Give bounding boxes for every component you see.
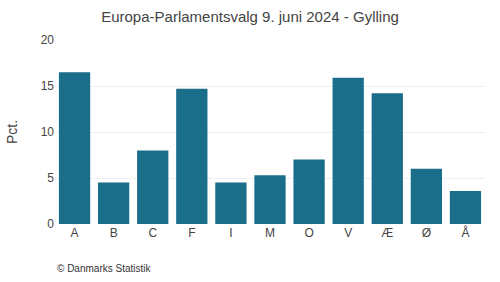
- svg-text:B: B: [110, 226, 118, 240]
- svg-text:20: 20: [41, 33, 55, 47]
- svg-text:Ø: Ø: [422, 226, 431, 240]
- svg-text:Å: Å: [461, 225, 469, 240]
- svg-text:5: 5: [47, 171, 54, 185]
- svg-text:V: V: [344, 226, 352, 240]
- svg-text:Æ: Æ: [381, 226, 393, 240]
- svg-text:0: 0: [47, 217, 54, 231]
- svg-text:O: O: [304, 226, 313, 240]
- svg-text:F: F: [188, 226, 195, 240]
- svg-text:Pct.: Pct.: [4, 120, 20, 144]
- svg-text:C: C: [148, 226, 157, 240]
- svg-text:Europa-Parlamentsvalg 9. juni: Europa-Parlamentsvalg 9. juni 2024 - Gyl…: [101, 8, 399, 25]
- svg-text:I: I: [229, 226, 232, 240]
- svg-text:© Danmarks Statistik: © Danmarks Statistik: [57, 263, 152, 274]
- svg-text:15: 15: [41, 79, 55, 93]
- svg-text:A: A: [71, 226, 79, 240]
- svg-text:M: M: [265, 226, 275, 240]
- svg-text:10: 10: [41, 125, 55, 139]
